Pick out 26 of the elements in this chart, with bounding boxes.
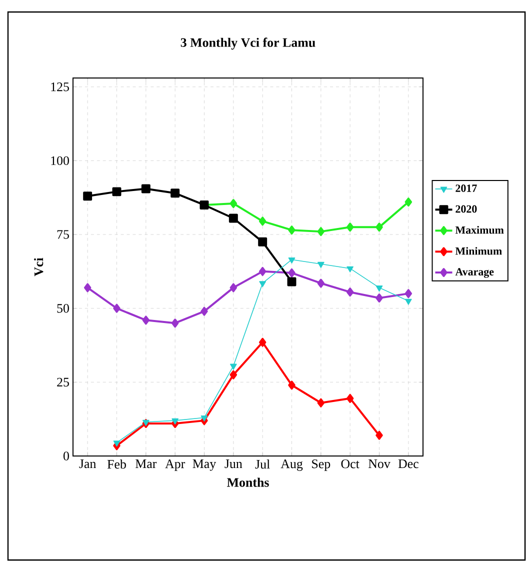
y-tick-label: 50 (57, 304, 69, 313)
x-tick-label: Jan (79, 460, 96, 468)
x-tick-label: Dec (398, 460, 418, 468)
x-tick-label: Mar (136, 460, 157, 468)
x-tick-label: Aug (280, 460, 303, 471)
y-tick-label: 25 (57, 378, 69, 387)
x-tick-label: Apr (165, 460, 186, 471)
y-axis-title: Vci (34, 258, 44, 276)
y-tick-label: 0 (64, 452, 69, 460)
x-tick-label: Nov (368, 460, 390, 468)
x-tick-label: Sep (312, 460, 330, 471)
x-tick-label: May (192, 460, 216, 471)
legend-label: Maximum (455, 226, 504, 234)
legend-label: 2017 (456, 184, 477, 192)
x-tick-label: Jun (224, 460, 242, 468)
x-tick-label: Oct (341, 460, 360, 468)
legend-label: 2020 (456, 205, 477, 213)
x-tick-label: Jul (255, 460, 270, 469)
legend-label: Avarage (455, 268, 494, 278)
y-tick-label: 75 (57, 230, 69, 239)
chart-title: 3 Monthly Vci for Lamu (180, 38, 316, 50)
y-tick-label: 100 (51, 156, 69, 166)
legend-label: Minimum (455, 247, 502, 255)
y-tick-label: 125 (51, 82, 69, 92)
x-tick-label: Feb (107, 460, 126, 469)
x-axis-title: Months (226, 478, 269, 487)
